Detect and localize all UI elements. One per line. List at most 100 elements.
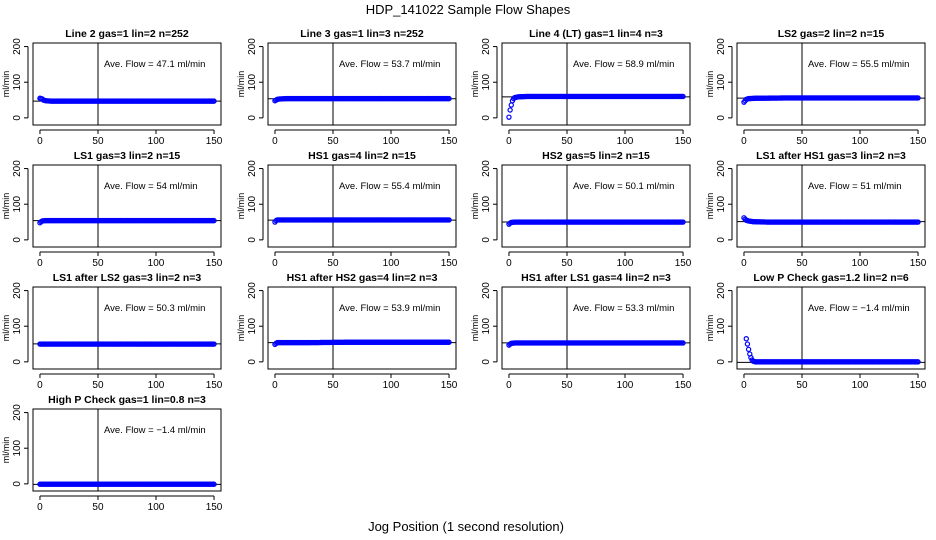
chart-panel: High P Check gas=1 lin=0.8 n=3 0 50 100 150 0…	[1, 394, 223, 513]
y-tick-label: 0	[247, 115, 258, 121]
y-tick-label: 100	[12, 439, 23, 456]
x-tick-label: 100	[852, 136, 869, 147]
data-point	[446, 217, 452, 223]
data-point	[744, 341, 751, 347]
data-point	[915, 359, 921, 365]
y-tick-label: 0	[481, 237, 492, 243]
average-flow-annotation: Ave. Flow = 58.9 ml/min	[573, 59, 674, 70]
y-tick-label: 0	[716, 237, 727, 243]
x-tick-label: 150	[910, 380, 927, 391]
y-tick-label: 200	[247, 38, 258, 55]
x-tick-label: 100	[617, 136, 634, 147]
y-tick-label: 100	[716, 73, 727, 90]
plot-frame	[267, 286, 457, 370]
panel-title: Line 3 gas=1 lin=3 n=252	[300, 28, 424, 40]
chart-panel: LS1 gas=3 lin=2 n=15 0 50 100 150 0 100 200 ml/m…	[1, 150, 223, 269]
x-tick-label: 150	[441, 136, 458, 147]
x-tick-label: 50	[92, 380, 104, 391]
x-tick-label: 100	[852, 258, 869, 269]
x-tick-label: 150	[206, 380, 223, 391]
y-tick-label: 200	[247, 282, 258, 299]
data-point	[211, 481, 217, 487]
x-tick-label: 150	[675, 136, 692, 147]
panel-title: HS1 gas=4 lin=2 n=15	[308, 150, 416, 162]
y-tick-label: 100	[716, 317, 727, 334]
figure-xlabel: Jog Position (1 second resolution)	[368, 519, 564, 534]
average-flow-annotation: Ave. Flow = 54 ml/min	[104, 181, 198, 192]
x-tick-label: 0	[741, 380, 747, 391]
y-axis-label: ml/min	[470, 315, 480, 342]
chart-panel: HS2 gas=5 lin=2 n=15 0 50 100 150 0 100 200 ml/m…	[470, 150, 692, 269]
x-tick-label: 0	[272, 136, 278, 147]
plot-frame	[267, 42, 457, 126]
y-tick-label: 100	[481, 73, 492, 90]
x-tick-label: 100	[383, 136, 400, 147]
average-flow-annotation: Ave. Flow = 50.1 ml/min	[573, 181, 674, 192]
x-tick-label: 100	[148, 502, 165, 513]
data-point	[745, 346, 752, 353]
y-tick-label: 100	[12, 195, 23, 212]
panel-title: Low P Check gas=1.2 lin=2 n=6	[753, 272, 908, 284]
x-tick-label: 0	[37, 258, 43, 269]
data-point	[680, 219, 686, 225]
y-tick-label: 100	[481, 317, 492, 334]
plot-frame	[32, 42, 222, 126]
x-tick-label: 50	[796, 136, 808, 147]
chart-panel: LS1 after LS2 gas=3 lin=2 n=3 0 50 100 150 0 1…	[1, 272, 223, 391]
y-tick-label: 200	[481, 282, 492, 299]
y-tick-label: 200	[716, 38, 727, 55]
data-point	[508, 102, 514, 108]
data-point	[915, 95, 921, 101]
y-tick-label: 100	[716, 195, 727, 212]
average-flow-annotation: Ave. Flow = −1.4 ml/min	[808, 303, 910, 314]
y-tick-label: 100	[12, 73, 23, 90]
plot-frame	[32, 408, 222, 492]
x-tick-label: 150	[441, 258, 458, 269]
y-tick-label: 0	[12, 359, 23, 365]
figure-title: HDP_141022 Sample Flow Shapes	[366, 2, 571, 17]
panel-title: HS2 gas=5 lin=2 n=15	[542, 150, 650, 162]
average-flow-annotation: Ave. Flow = 51 ml/min	[808, 181, 902, 192]
data-series	[37, 95, 217, 104]
x-tick-label: 0	[741, 258, 747, 269]
plot-frame	[501, 286, 691, 370]
chart-panel: HS1 gas=4 lin=2 n=15 0 50 100 150 0 100 200 ml/m…	[236, 150, 458, 269]
average-flow-annotation: Ave. Flow = 53.3 ml/min	[573, 303, 674, 314]
y-tick-label: 0	[12, 115, 23, 121]
y-tick-label: 0	[247, 359, 258, 365]
data-point	[680, 93, 686, 100]
average-flow-annotation: Ave. Flow = 53.9 ml/min	[339, 303, 440, 314]
x-tick-label: 100	[148, 380, 165, 391]
plot-frame	[32, 286, 222, 370]
x-tick-label: 50	[796, 258, 808, 269]
x-tick-label: 100	[148, 258, 165, 269]
y-tick-label: 200	[481, 38, 492, 55]
data-point	[507, 107, 513, 113]
y-tick-label: 0	[12, 481, 23, 487]
panel-title: HS1 after HS2 gas=4 lin=2 n=3	[287, 272, 438, 284]
x-tick-label: 0	[272, 258, 278, 269]
y-tick-label: 0	[247, 237, 258, 243]
y-tick-label: 200	[481, 160, 492, 177]
panel-title: HS1 after LS1 gas=4 lin=2 n=3	[521, 272, 671, 284]
y-tick-label: 200	[12, 404, 23, 421]
chart-panel: Line 3 gas=1 lin=3 n=252 0 50 100 150 0 100 200…	[236, 28, 458, 147]
y-tick-label: 100	[12, 317, 23, 334]
plot-frame	[267, 164, 457, 248]
data-point	[211, 98, 217, 104]
chart-panel: Line 2 gas=1 lin=2 n=252 0 50 100 150 0 100 200…	[1, 28, 223, 147]
x-tick-label: 50	[92, 258, 104, 269]
panel-title: Line 4 (LT) gas=1 lin=4 n=3	[529, 28, 663, 40]
data-point	[680, 340, 686, 346]
y-axis-label: ml/min	[1, 315, 11, 342]
average-flow-annotation: Ave. Flow = 50.3 ml/min	[104, 303, 205, 314]
y-tick-label: 0	[12, 237, 23, 243]
average-flow-annotation: Ave. Flow = 55.4 ml/min	[339, 181, 440, 192]
x-tick-label: 50	[92, 502, 104, 513]
data-point	[915, 219, 921, 225]
panel-title: Line 2 gas=1 lin=2 n=252	[65, 28, 189, 40]
y-axis-label: ml/min	[705, 71, 715, 98]
chart-panel: Low P Check gas=1.2 lin=2 n=6 0 50 100 150 0 1…	[705, 272, 927, 391]
data-series	[741, 95, 921, 105]
x-tick-label: 100	[852, 380, 869, 391]
